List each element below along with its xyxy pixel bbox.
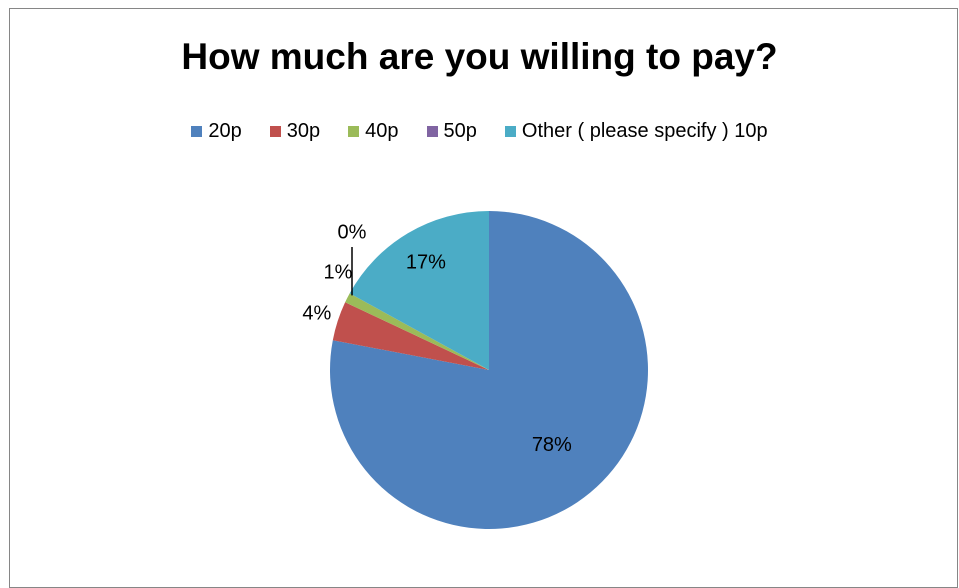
legend-entry-40p: 40p (348, 120, 399, 143)
data-labels: 78% 4% 1% 0% 17% (302, 221, 572, 456)
data-label-20p: 78% (532, 434, 572, 456)
legend-swatch-30p (269, 126, 281, 137)
data-label-30p: 4% (302, 302, 331, 324)
chart-title: How much are you willing to pay? (181, 36, 778, 77)
data-label-40p: 1% (324, 261, 353, 283)
slice-40p (345, 293, 489, 370)
legend-label-50p: 50p (443, 120, 477, 142)
legend-swatch-50p (426, 126, 438, 137)
legend-label-20p: 20p (208, 120, 242, 142)
legend-label-30p: 30p (286, 120, 321, 142)
slice-30p (332, 302, 489, 370)
legend-entry-30p: 30p (269, 120, 321, 143)
legend-label-other: Other ( please specify ) 10p (521, 120, 768, 142)
legend-entry-other: Other ( please specify ) 10p (504, 120, 768, 143)
legend: 20p 30p 40p 50p Other ( please specify )… (0, 120, 959, 143)
data-label-other: 17% (406, 252, 446, 274)
legend-swatch-20p (191, 126, 203, 137)
slice-other (349, 211, 489, 370)
data-label-50p: 0% (338, 221, 367, 243)
legend-label-40p: 40p (365, 120, 399, 142)
legend-swatch-40p (348, 126, 360, 137)
pie-slices (330, 211, 648, 529)
legend-swatch-other (504, 126, 516, 137)
legend-entry-50p: 50p (426, 120, 477, 143)
legend-entry-20p: 20p (191, 120, 242, 143)
